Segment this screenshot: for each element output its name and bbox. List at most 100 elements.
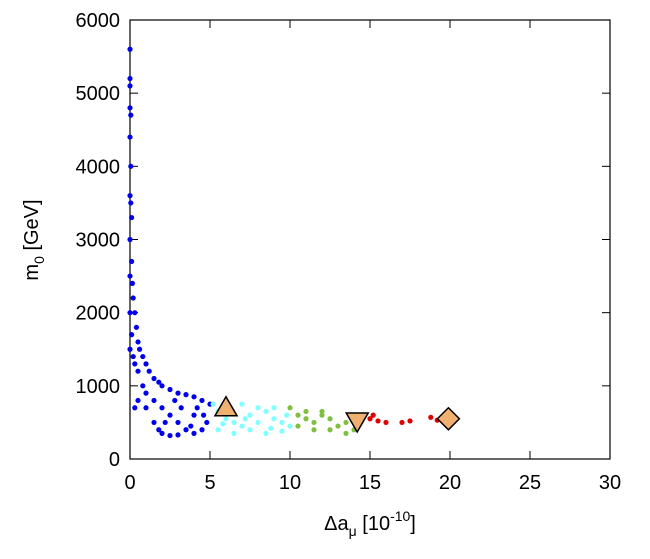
point (311, 419, 317, 426)
point (140, 383, 146, 389)
point (137, 346, 143, 352)
point (127, 105, 133, 111)
point (247, 412, 253, 418)
point (175, 390, 181, 396)
point (151, 375, 157, 382)
benchmark-marker (213, 395, 239, 417)
point (279, 428, 285, 434)
point (199, 397, 205, 404)
point (162, 419, 168, 426)
x-tick-label: 20 (439, 472, 461, 494)
point (127, 134, 133, 140)
point (201, 412, 207, 418)
point (199, 427, 205, 433)
point (133, 324, 139, 330)
point (127, 273, 133, 279)
point (167, 412, 173, 418)
y-axis-label: m0 [GeV] (21, 199, 47, 280)
point (343, 419, 349, 426)
point (127, 193, 133, 199)
y-tick-label: 0 (109, 449, 120, 471)
point (271, 416, 277, 422)
point (303, 408, 309, 415)
point (132, 405, 138, 411)
point (231, 430, 237, 436)
point (130, 353, 136, 360)
point (167, 386, 173, 393)
point (295, 412, 301, 418)
point (271, 405, 277, 411)
point (175, 419, 181, 426)
point (128, 200, 134, 206)
point (303, 416, 309, 422)
point (242, 416, 248, 422)
point (129, 280, 135, 286)
point (130, 295, 136, 301)
point (191, 430, 197, 436)
point (132, 310, 138, 316)
point (399, 419, 405, 426)
point (191, 412, 197, 418)
point (383, 419, 389, 426)
point (268, 425, 274, 431)
point (127, 310, 133, 316)
point (151, 419, 157, 426)
x-axis-label: Δaμ [10-10] (324, 508, 416, 539)
point (129, 332, 135, 338)
y-tick-label: 2000 (76, 303, 121, 325)
point (135, 368, 141, 374)
point (311, 427, 317, 433)
y-tick-label: 4000 (76, 156, 121, 178)
point (140, 353, 146, 360)
point (287, 423, 293, 429)
point (284, 412, 290, 418)
point (156, 427, 162, 433)
point (220, 421, 226, 427)
y-tick-label: 3000 (76, 230, 121, 252)
point (239, 401, 245, 407)
point (407, 418, 413, 424)
y-tick-label: 5000 (76, 83, 121, 105)
point (327, 427, 333, 433)
point (156, 379, 162, 385)
point (127, 75, 133, 82)
point (239, 423, 245, 429)
point (183, 427, 189, 433)
point (183, 392, 189, 398)
point (146, 368, 152, 374)
point (172, 397, 178, 404)
point (178, 405, 184, 411)
point (159, 405, 165, 411)
x-tick-label: 10 (279, 472, 301, 494)
point (191, 394, 197, 400)
point (287, 405, 293, 411)
point (135, 339, 141, 345)
point (335, 423, 341, 429)
point (204, 419, 210, 426)
point (367, 416, 373, 422)
point (215, 427, 221, 433)
plot-frame (129, 19, 611, 460)
point (428, 414, 434, 420)
point (255, 419, 261, 426)
x-tick-label: 25 (519, 472, 541, 494)
benchmark-marker (344, 412, 370, 434)
x-tick-label: 0 (124, 472, 135, 494)
point (167, 432, 173, 439)
point (295, 423, 301, 429)
point (127, 236, 133, 243)
point (127, 46, 133, 52)
point (128, 112, 134, 118)
point (279, 419, 285, 426)
point (159, 383, 165, 389)
point (143, 390, 149, 396)
point (151, 397, 157, 404)
point (231, 419, 237, 426)
point (127, 83, 133, 89)
point (247, 427, 253, 433)
x-tick-label: 15 (359, 472, 381, 494)
point (327, 416, 333, 422)
y-tick-label: 6000 (76, 10, 121, 32)
x-tick-label: 5 (204, 472, 215, 494)
